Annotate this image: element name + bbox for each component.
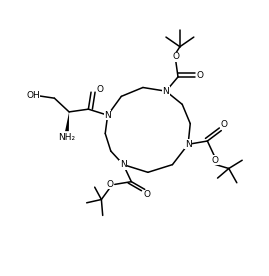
Text: O: O <box>212 156 219 165</box>
Text: O: O <box>196 71 203 80</box>
Polygon shape <box>65 112 69 131</box>
Text: O: O <box>144 190 151 199</box>
Text: NH₂: NH₂ <box>58 134 76 142</box>
Text: N: N <box>104 111 111 120</box>
Text: O: O <box>221 120 228 129</box>
Text: O: O <box>107 180 114 189</box>
Text: O: O <box>96 85 103 94</box>
Text: O: O <box>172 52 179 61</box>
Text: OH: OH <box>26 91 40 100</box>
Text: N: N <box>120 160 127 169</box>
Text: N: N <box>162 87 169 96</box>
Text: N: N <box>185 140 192 149</box>
